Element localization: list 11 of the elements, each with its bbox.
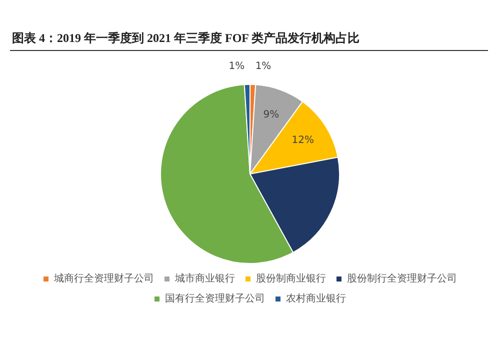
legend-label: 股份制商业银行 [256, 272, 326, 285]
legend-label: 城市商业银行 [174, 272, 235, 285]
legend-label: 股份制行全资理财子公司 [347, 272, 457, 285]
data-label: 1% [228, 61, 245, 72]
legend-label: 农村商业银行 [286, 292, 346, 305]
legend-label: 国有行全资理财子公司 [165, 292, 265, 305]
data-label: 9% [263, 110, 280, 121]
data-label: 1% [255, 61, 272, 72]
legend-label: 城商行全资理财子公司 [53, 272, 154, 285]
chart-title: 图表 4：2019 年一季度到 2021 年三季度 FOF 类产品发行机构占比 [12, 30, 360, 47]
data-label: 12% [292, 135, 314, 146]
